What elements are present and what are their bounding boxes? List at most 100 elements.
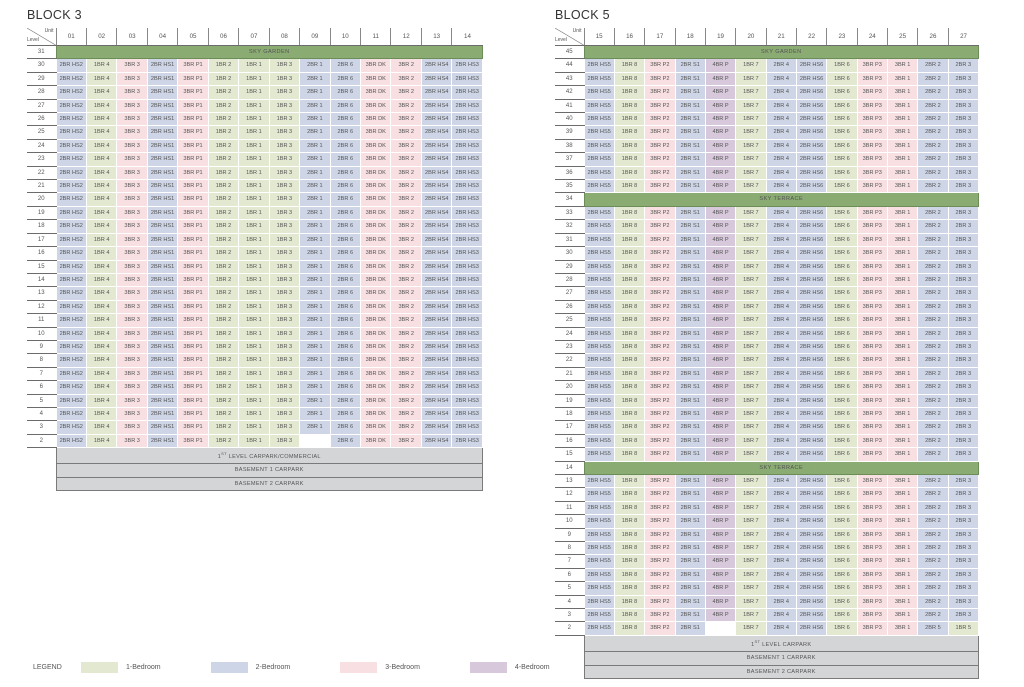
unit-cell[interactable]: 1BR 1 — [238, 219, 270, 234]
unit-cell[interactable]: 1BR 7 — [735, 366, 767, 382]
unit-cell[interactable]: 1BR 7 — [735, 594, 767, 610]
unit-cell[interactable]: 2BR HS6 — [795, 554, 828, 569]
unit-cell[interactable]: 2BR 2 — [917, 71, 949, 87]
unit-cell[interactable]: 3BR 3 — [116, 165, 148, 181]
unit-cell[interactable]: 4BR P — [704, 433, 737, 449]
unit-cell[interactable]: 2BR HS5 — [583, 581, 615, 596]
unit-cell[interactable]: 1BR 4 — [85, 353, 118, 368]
unit-cell[interactable]: 3BR 2 — [390, 58, 422, 73]
unit-cell[interactable]: 1BR 4 — [85, 406, 118, 422]
unit-cell[interactable]: 2BR HS4 — [420, 98, 453, 114]
unit-cell[interactable]: 2BR HS4 — [420, 112, 453, 127]
unit-cell[interactable]: 3BR 2 — [390, 246, 422, 261]
unit-cell[interactable]: 2BR S1 — [674, 487, 706, 502]
unit-cell[interactable]: 3BR 1 — [886, 393, 919, 408]
unit-cell[interactable]: 1BR 1 — [238, 58, 270, 73]
unit-cell[interactable]: 2BR 2 — [917, 554, 949, 569]
unit-cell[interactable]: 2BR 1 — [299, 246, 331, 261]
unit-cell[interactable]: 2BR S1 — [674, 406, 706, 422]
unit-cell[interactable]: 3BR DK — [360, 353, 392, 368]
unit-cell[interactable]: 2BR 4 — [765, 339, 797, 355]
unit-cell[interactable]: 2BR HS2 — [55, 165, 87, 181]
unit-cell[interactable]: 1BR 6 — [826, 299, 858, 315]
unit-cell[interactable]: 2BR HS5 — [583, 433, 615, 449]
unit-cell[interactable]: 2BR 1 — [299, 192, 331, 207]
unit-cell[interactable]: 1BR 7 — [735, 246, 767, 261]
unit-cell[interactable]: 4BR P — [704, 447, 737, 462]
unit-cell[interactable]: 4BR P — [704, 219, 737, 234]
unit-cell[interactable]: 1BR 1 — [238, 380, 270, 395]
unit-cell[interactable]: 3BR P3 — [856, 179, 888, 194]
unit-cell[interactable]: 3BR P3 — [856, 152, 888, 167]
unit-cell[interactable]: 3BR 1 — [886, 272, 919, 288]
unit-cell[interactable]: 2BR 4 — [765, 433, 797, 449]
unit-cell[interactable]: 2BR S1 — [674, 259, 706, 274]
unit-cell[interactable]: 1BR 3 — [268, 299, 301, 315]
unit-cell[interactable]: 1BR 6 — [826, 165, 858, 181]
unit-cell[interactable]: 2BR S1 — [674, 246, 706, 261]
unit-cell[interactable]: 3BR P3 — [856, 447, 888, 462]
unit-cell[interactable]: 2BR HS3 — [451, 85, 483, 100]
unit-cell[interactable]: 2BR 6 — [329, 179, 362, 194]
unit-cell[interactable]: 1BR 8 — [613, 85, 646, 100]
unit-cell[interactable]: 3BR 3 — [116, 286, 148, 301]
unit-cell[interactable]: 2BR HS1 — [146, 125, 179, 140]
unit-cell[interactable]: 3BR 3 — [116, 353, 148, 368]
unit-cell[interactable]: 3BR P3 — [856, 232, 888, 248]
unit-cell[interactable]: 1BR 2 — [207, 219, 240, 234]
unit-cell[interactable]: 3BR DK — [360, 339, 392, 355]
unit-cell[interactable]: 2BR HS5 — [583, 98, 615, 114]
unit-cell[interactable]: 1BR 6 — [826, 232, 858, 248]
unit-cell[interactable]: 2BR HS2 — [55, 433, 87, 449]
unit-cell[interactable]: 4BR P — [704, 608, 737, 623]
unit-cell[interactable]: 2BR HS3 — [451, 138, 483, 154]
unit-cell[interactable]: 1BR 6 — [826, 205, 858, 221]
unit-cell[interactable]: 2BR HS6 — [795, 112, 828, 127]
unit-cell[interactable]: 1BR 8 — [613, 313, 646, 328]
unit-cell[interactable]: 2BR 4 — [765, 272, 797, 288]
unit-cell[interactable]: 4BR P — [704, 98, 737, 114]
unit-cell[interactable]: 2BR HS6 — [795, 420, 828, 435]
unit-cell[interactable]: 3BR 1 — [886, 125, 919, 140]
unit-cell[interactable]: 2BR HS4 — [420, 353, 453, 368]
unit-cell[interactable]: 1BR 8 — [613, 179, 646, 194]
unit-cell[interactable]: 3BR P3 — [856, 554, 888, 569]
unit-cell[interactable]: 2BR 2 — [917, 179, 949, 194]
unit-cell[interactable]: 2BR HS4 — [420, 259, 453, 274]
unit-cell[interactable]: 3BR 1 — [886, 85, 919, 100]
unit-cell[interactable]: 3BR 3 — [116, 420, 148, 435]
unit-cell[interactable]: 3BR P2 — [644, 554, 676, 569]
unit-cell[interactable]: 3BR DK — [360, 246, 392, 261]
unit-cell[interactable]: 1BR 3 — [268, 125, 301, 140]
unit-cell[interactable]: 1BR 3 — [268, 71, 301, 87]
unit-cell[interactable]: 2BR 2 — [917, 152, 949, 167]
unit-cell[interactable]: 4BR P — [704, 393, 737, 408]
unit-cell[interactable]: 1BR 7 — [735, 71, 767, 87]
unit-cell[interactable]: 1BR 1 — [238, 112, 270, 127]
unit-cell[interactable]: 3BR 2 — [390, 326, 422, 341]
unit-cell[interactable]: 1BR 1 — [238, 420, 270, 435]
unit-cell[interactable]: 2BR 6 — [329, 420, 362, 435]
unit-cell[interactable]: 2BR 4 — [765, 554, 797, 569]
unit-cell[interactable]: 2BR HS4 — [420, 339, 453, 355]
unit-cell[interactable]: 2BR 1 — [299, 165, 331, 181]
unit-cell[interactable]: 2BR 4 — [765, 567, 797, 583]
unit-cell[interactable]: 1BR 7 — [735, 112, 767, 127]
unit-cell[interactable]: 3BR 1 — [886, 299, 919, 315]
unit-cell[interactable]: 3BR 3 — [116, 433, 148, 449]
unit-cell[interactable]: 3BR 2 — [390, 112, 422, 127]
unit-cell[interactable]: 1BR 2 — [207, 380, 240, 395]
unit-cell[interactable]: 4BR P — [704, 554, 737, 569]
unit-cell[interactable]: 2BR 1 — [299, 205, 331, 221]
unit-cell[interactable]: 1BR 2 — [207, 393, 240, 408]
unit-cell[interactable]: 2BR S1 — [674, 299, 706, 315]
unit-cell[interactable]: 2BR HS5 — [583, 205, 615, 221]
unit-cell[interactable]: 3BR P3 — [856, 473, 888, 489]
unit-cell[interactable]: 2BR HS3 — [451, 152, 483, 167]
unit-cell[interactable]: 2BR HS3 — [451, 179, 483, 194]
unit-cell[interactable]: 3BR 1 — [886, 58, 919, 73]
unit-cell[interactable]: 2BR HS2 — [55, 299, 87, 315]
unit-cell[interactable]: 2BR 4 — [765, 353, 797, 368]
unit-cell[interactable]: 3BR 2 — [390, 406, 422, 422]
unit-cell[interactable]: 1BR 4 — [85, 339, 118, 355]
